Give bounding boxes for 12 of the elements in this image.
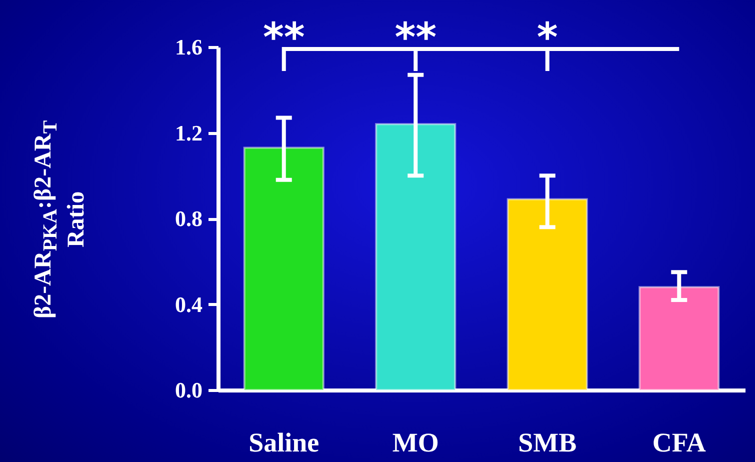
y-tick-label: 0.8 — [175, 206, 202, 231]
annotation: ** — [394, 15, 437, 61]
y-tick-label: 0.0 — [175, 378, 202, 402]
x-tick-label: MO — [392, 428, 439, 458]
y-tick-label: 1.6 — [175, 34, 202, 60]
x-tick-label: SMB — [518, 428, 577, 458]
y-tick-label: 0.4 — [175, 292, 202, 317]
x-tick-label: CFA — [652, 428, 706, 458]
y-tick-label: 1.2 — [175, 120, 202, 146]
annotation: * — [536, 15, 558, 61]
annotation: ** — [262, 15, 305, 61]
x-tick-label: Saline — [248, 428, 320, 458]
